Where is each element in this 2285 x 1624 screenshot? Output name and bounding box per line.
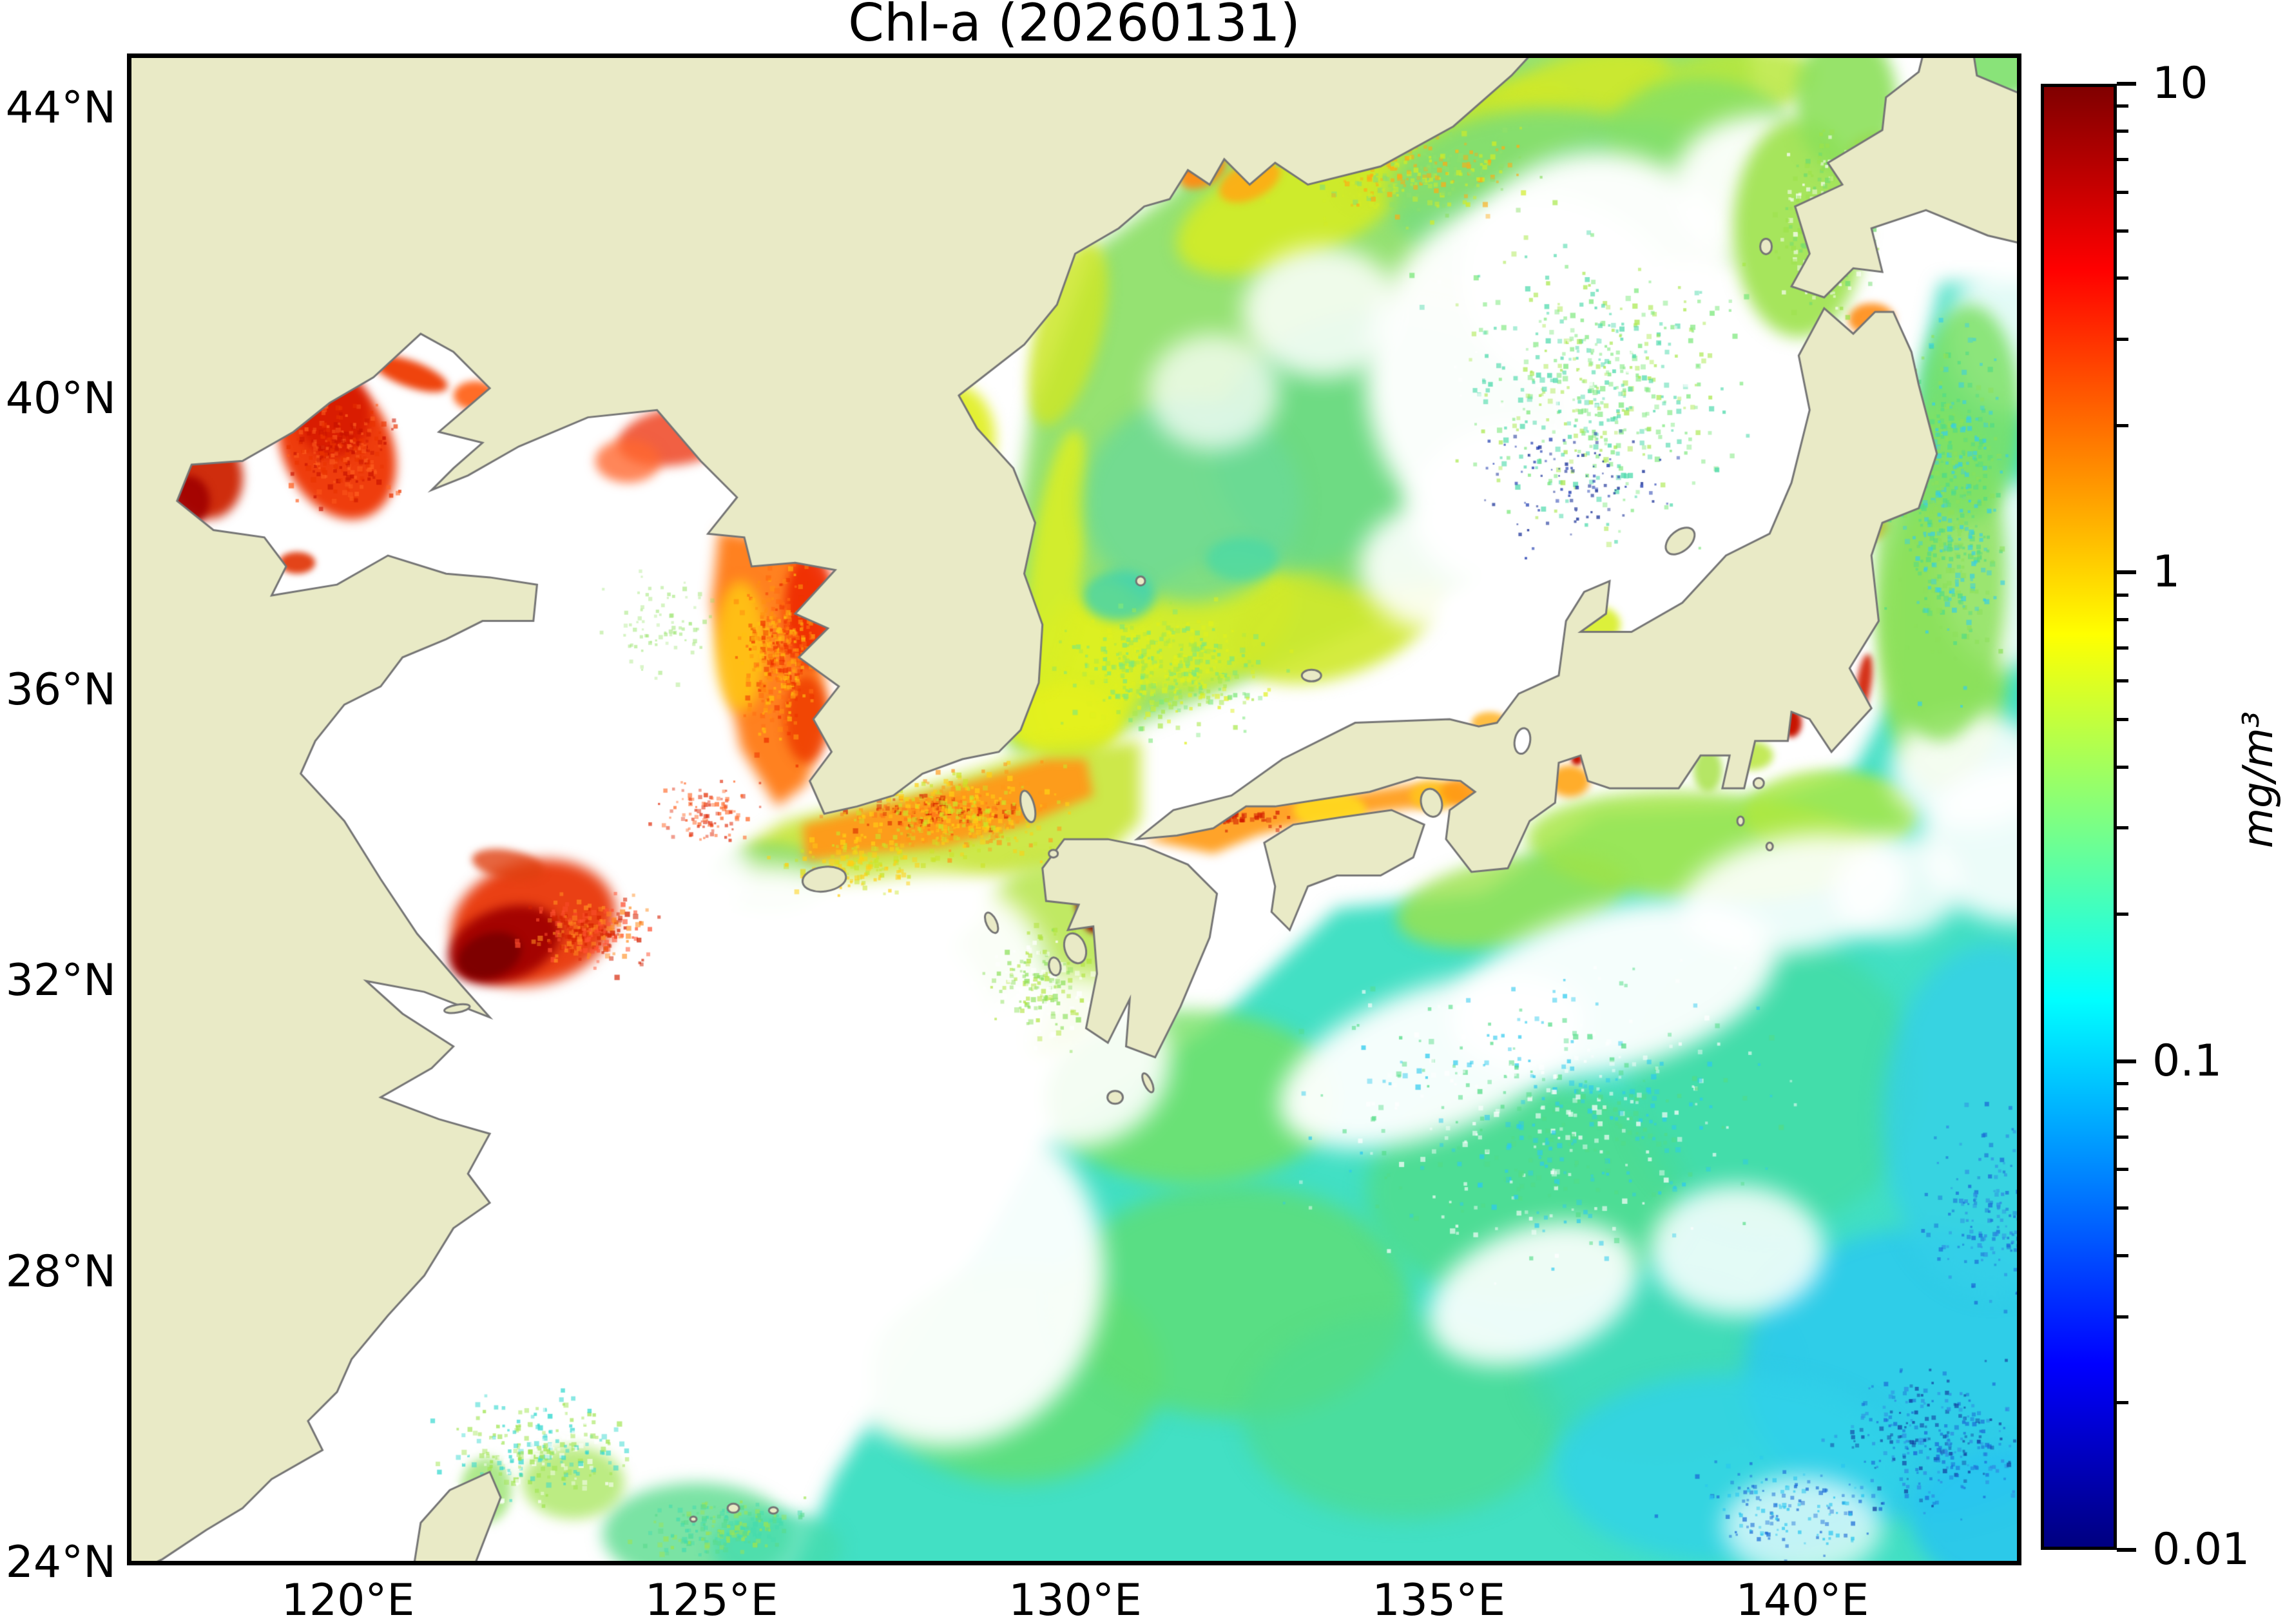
y-axis-tick-label: 36°N bbox=[5, 664, 116, 715]
colorbar-minor-tick bbox=[2117, 593, 2128, 597]
colorbar-minor-tick bbox=[2117, 104, 2128, 108]
colorbar-minor-tick bbox=[2117, 423, 2128, 427]
x-axis-tick-label: 120°E bbox=[281, 1575, 415, 1624]
colorbar-minor-tick bbox=[2117, 618, 2128, 622]
y-axis-tick-label: 28°N bbox=[5, 1246, 116, 1297]
colorbar-minor-tick bbox=[2117, 276, 2128, 280]
x-axis-tick-label: 140°E bbox=[1735, 1575, 1869, 1624]
colorbar-tick-label: 0.01 bbox=[2152, 1524, 2250, 1575]
colorbar-tick-label: 1 bbox=[2152, 546, 2181, 598]
colorbar-minor-tick bbox=[2117, 338, 2128, 342]
colorbar-minor-tick bbox=[2117, 1168, 2128, 1172]
colorbar-minor-tick bbox=[2117, 1081, 2128, 1085]
chart-title: Chl-a (20260131) bbox=[848, 0, 1300, 53]
colorbar-minor-tick bbox=[2117, 229, 2128, 233]
colorbar-minor-tick bbox=[2117, 826, 2128, 830]
colorbar-major-tick bbox=[2117, 1059, 2136, 1063]
colorbar-minor-tick bbox=[2117, 1206, 2128, 1210]
colorbar-minor-tick bbox=[2117, 646, 2128, 650]
colorbar-major-tick bbox=[2117, 1548, 2136, 1552]
y-axis-tick-label: 24°N bbox=[5, 1537, 116, 1588]
colorbar-minor-tick bbox=[2117, 1253, 2128, 1257]
colorbar-minor-tick bbox=[2117, 190, 2128, 194]
colorbar-minor-tick bbox=[2117, 912, 2128, 916]
y-axis-tick-label: 44°N bbox=[5, 82, 116, 133]
colorbar-minor-tick bbox=[2117, 1315, 2128, 1319]
colorbar-unit-label: mg/m³ bbox=[2235, 711, 2282, 849]
x-axis-tick-label: 130°E bbox=[1008, 1575, 1142, 1624]
colorbar-tick-label: 0.1 bbox=[2152, 1035, 2222, 1087]
colorbar-minor-tick bbox=[2117, 1135, 2128, 1139]
colorbar-minor-tick bbox=[2117, 1107, 2128, 1110]
chl-map-canvas bbox=[131, 58, 2017, 1561]
x-axis-tick-label: 125°E bbox=[644, 1575, 778, 1624]
colorbar-minor-tick bbox=[2117, 157, 2128, 161]
colorbar-major-tick bbox=[2117, 570, 2136, 575]
colorbar-tick-label: 10 bbox=[2152, 58, 2208, 109]
colorbar-minor-tick bbox=[2117, 1401, 2128, 1405]
x-axis-tick-label: 135°E bbox=[1372, 1575, 1506, 1624]
y-axis-tick-label: 40°N bbox=[5, 373, 116, 425]
colorbar-minor-tick bbox=[2117, 765, 2128, 769]
colorbar-gradient bbox=[2041, 84, 2117, 1550]
colorbar-minor-tick bbox=[2117, 718, 2128, 722]
colorbar-major-tick bbox=[2117, 82, 2136, 86]
colorbar-minor-tick bbox=[2117, 679, 2128, 683]
y-axis-tick-label: 32°N bbox=[5, 955, 116, 1007]
colorbar-minor-tick bbox=[2117, 129, 2128, 133]
map-plot-area bbox=[127, 53, 2021, 1565]
